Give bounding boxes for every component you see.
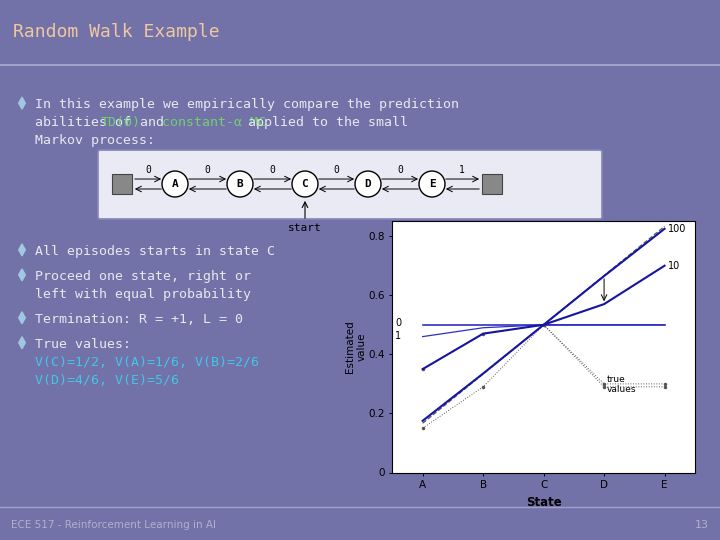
Text: In this example we empirically compare the prediction: In this example we empirically compare t… bbox=[35, 98, 459, 111]
Polygon shape bbox=[19, 312, 25, 324]
FancyBboxPatch shape bbox=[98, 150, 602, 219]
Text: Proceed one state, right or: Proceed one state, right or bbox=[35, 270, 251, 283]
Text: true
values: true values bbox=[607, 375, 636, 394]
Circle shape bbox=[292, 171, 318, 197]
Text: 10: 10 bbox=[667, 261, 680, 271]
Text: D: D bbox=[364, 179, 372, 189]
Y-axis label: Estimated
value: Estimated value bbox=[346, 321, 367, 373]
Text: True values:: True values: bbox=[35, 338, 131, 351]
Text: 1: 1 bbox=[395, 331, 402, 341]
Text: All episodes starts in state C: All episodes starts in state C bbox=[35, 245, 275, 258]
Text: left with equal probability: left with equal probability bbox=[35, 288, 251, 301]
Circle shape bbox=[355, 171, 381, 197]
Text: Markov process:: Markov process: bbox=[35, 134, 155, 147]
Circle shape bbox=[227, 171, 253, 197]
FancyBboxPatch shape bbox=[112, 174, 132, 194]
Text: 0: 0 bbox=[145, 165, 151, 175]
Text: V(D)=4/6, V(E)=5/6: V(D)=4/6, V(E)=5/6 bbox=[35, 374, 179, 387]
Text: E: E bbox=[428, 179, 436, 189]
Text: ECE 517 - Reinforcement Learning in AI: ECE 517 - Reinforcement Learning in AI bbox=[11, 519, 216, 530]
Text: 1: 1 bbox=[459, 165, 465, 175]
Text: Termination: R = +1, L = 0: Termination: R = +1, L = 0 bbox=[35, 313, 243, 326]
Text: 0: 0 bbox=[395, 318, 402, 328]
Circle shape bbox=[162, 171, 188, 197]
Circle shape bbox=[419, 171, 445, 197]
Text: 0: 0 bbox=[397, 165, 403, 175]
Text: 0: 0 bbox=[333, 165, 339, 175]
Polygon shape bbox=[19, 269, 25, 281]
Text: start: start bbox=[288, 223, 322, 233]
Text: applied to the small: applied to the small bbox=[240, 116, 408, 129]
FancyBboxPatch shape bbox=[482, 174, 502, 194]
Text: and: and bbox=[132, 116, 172, 129]
Text: A: A bbox=[171, 179, 179, 189]
Text: TD(0): TD(0) bbox=[101, 116, 141, 129]
Text: V(C)=1/2, V(A)=1/6, V(B)=2/6: V(C)=1/2, V(A)=1/6, V(B)=2/6 bbox=[35, 356, 259, 369]
Text: 0: 0 bbox=[269, 165, 276, 175]
Text: 13: 13 bbox=[696, 519, 709, 530]
Text: 100: 100 bbox=[667, 224, 686, 234]
Polygon shape bbox=[19, 337, 25, 349]
Text: 0: 0 bbox=[204, 165, 210, 175]
Text: constant-α MC: constant-α MC bbox=[162, 116, 266, 129]
Polygon shape bbox=[19, 244, 25, 256]
Text: B: B bbox=[237, 179, 243, 189]
X-axis label: State: State bbox=[526, 496, 562, 509]
Text: abilities of: abilities of bbox=[35, 116, 139, 129]
Text: Random Walk Example: Random Walk Example bbox=[13, 23, 220, 40]
Polygon shape bbox=[19, 97, 25, 109]
Text: C: C bbox=[302, 179, 308, 189]
